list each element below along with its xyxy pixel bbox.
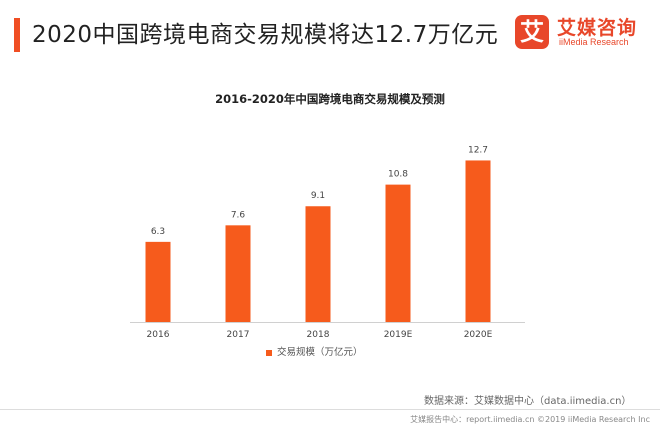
logo-name-en: iiMedia Research [559,37,629,47]
data-label: 12.7 [468,145,488,155]
chart-title: 2016-2020年中国跨境电商交易规模及预测 [215,92,445,106]
bar [305,206,331,322]
x-tick-label: 2016 [147,330,170,340]
footer-credit: 艾媒报告中心：report.iimedia.cn ©2019 iiMedia R… [410,415,650,424]
x-tick-label: 2017 [227,330,250,340]
legend-swatch [266,349,272,356]
data-label: 6.3 [151,227,165,237]
chart-legend: 交易规模（万亿元） [266,344,363,358]
data-source: 数据来源：艾媒数据中心（data.iimedia.cn） [424,396,632,407]
x-tick-label: 2019E [384,330,413,340]
data-label: 9.1 [311,191,325,201]
page-title: 2020中国跨境电商交易规模将达12.7万亿元 [32,22,499,48]
logo-mark-icon: 艾 [515,15,549,49]
x-tick-label: 2018 [307,330,330,340]
legend-label: 交易规模（万亿元） [277,347,363,358]
data-label: 10.8 [388,170,408,180]
data-label: 7.6 [231,210,246,220]
bar [225,225,251,322]
title-accent-bar [14,18,20,52]
bar-chart: 6.3 2016 7.6 2017 9.1 2018 10.8 2019E 12.7 2020E [130,145,525,340]
bar [145,241,171,322]
x-tick-label: 2020E [464,330,493,340]
bar [465,160,491,322]
logo-name-cn: 艾媒咨询 [557,17,638,39]
bar [385,184,411,322]
brand-logo: 艾 艾媒咨询 iiMedia Research [515,12,650,56]
footer-divider [0,409,660,410]
